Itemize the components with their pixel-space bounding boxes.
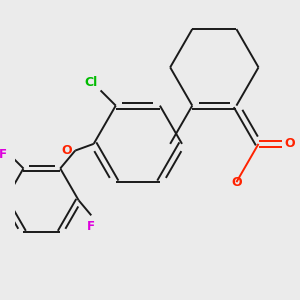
Text: F: F xyxy=(0,148,7,161)
Text: Cl: Cl xyxy=(85,76,98,89)
Text: O: O xyxy=(61,144,72,157)
Text: O: O xyxy=(231,176,242,189)
Text: F: F xyxy=(87,220,95,233)
Text: O: O xyxy=(284,137,295,150)
